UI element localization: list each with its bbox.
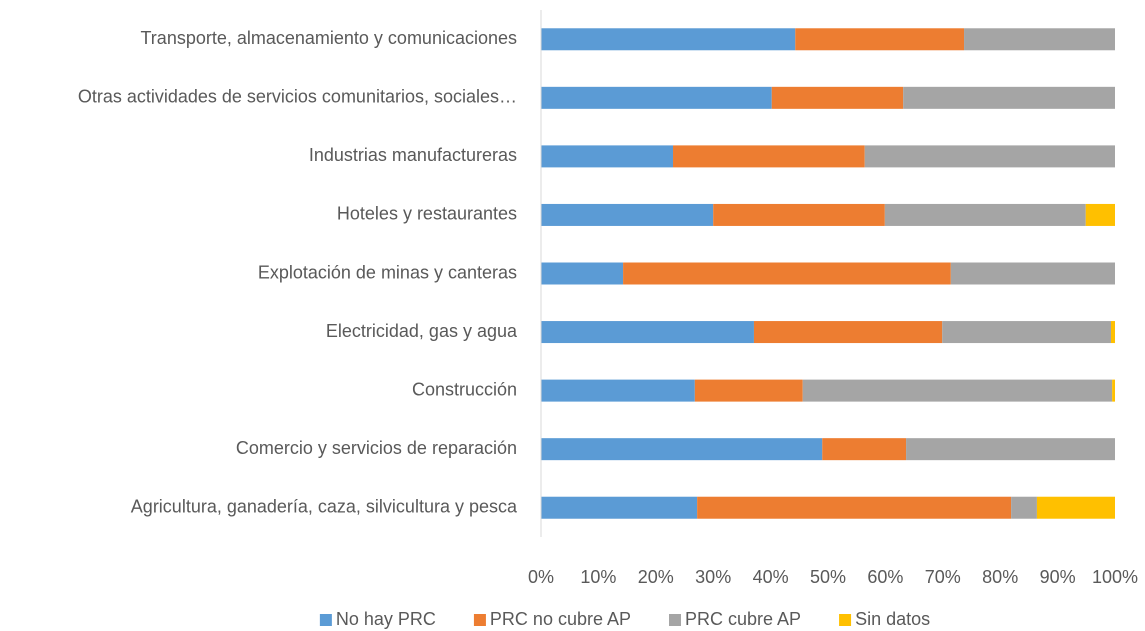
x-tick-label: 0% — [528, 567, 554, 587]
legend-swatch — [839, 614, 852, 626]
bar-segment — [541, 438, 823, 461]
bar-segment — [1110, 321, 1115, 344]
category-label: Transporte, almacenamiento y comunicacio… — [140, 28, 517, 48]
bar-segment — [942, 321, 1111, 344]
bar-segment — [864, 145, 1115, 168]
bar-segment — [906, 438, 1115, 461]
x-tick-label: 80% — [982, 567, 1018, 587]
x-tick-label: 90% — [1040, 567, 1076, 587]
x-tick-label: 30% — [695, 567, 731, 587]
bar-segment — [753, 321, 943, 344]
legend-label: PRC no cubre AP — [490, 609, 631, 629]
bar-segment — [1011, 496, 1037, 519]
x-tick-label: 40% — [753, 567, 789, 587]
x-tick-label: 50% — [810, 567, 846, 587]
legend-swatch — [669, 614, 681, 626]
bar-segment — [771, 86, 904, 109]
bar-segment — [541, 496, 698, 519]
bar-segment — [541, 379, 695, 402]
category-label: Agricultura, ganadería, caza, silvicultu… — [131, 496, 518, 516]
bar-segment — [623, 262, 951, 285]
bar-segment — [541, 28, 796, 51]
legend-swatch — [319, 614, 332, 626]
bar-segment — [697, 496, 1012, 519]
bar-segment — [1085, 203, 1115, 226]
bar-segment — [541, 262, 624, 285]
legend-swatch — [473, 614, 486, 626]
legend-label: Sin datos — [855, 609, 930, 629]
bar-segment — [802, 379, 1113, 402]
bar-segment — [822, 438, 907, 461]
bar-segment — [1112, 379, 1115, 402]
bar-segment — [541, 145, 674, 168]
legend-label: No hay PRC — [336, 609, 436, 629]
category-label: Explotación de minas y canteras — [258, 262, 517, 282]
x-tick-label: 20% — [638, 567, 674, 587]
bar-segment — [950, 262, 1115, 285]
category-label: Comercio y servicios de reparación — [236, 438, 517, 458]
bar-segment — [694, 379, 803, 402]
bar-segment — [673, 145, 865, 168]
bar-segment — [541, 86, 772, 109]
bar-segment — [903, 86, 1115, 109]
category-label: Industrias manufactureras — [309, 145, 517, 165]
x-tick-label: 100% — [1092, 567, 1138, 587]
category-label: Otras actividades de servicios comunitar… — [78, 87, 517, 107]
category-label: Construcción — [412, 379, 517, 399]
x-tick-label: 10% — [580, 567, 616, 587]
category-label: Hoteles y restaurantes — [337, 204, 517, 224]
bar-segment — [1036, 496, 1115, 519]
bar-segment — [713, 203, 885, 226]
bar-segment — [795, 28, 965, 51]
bar-segment — [964, 28, 1115, 51]
bar-segment — [884, 203, 1086, 226]
legend-label: PRC cubre AP — [685, 609, 801, 629]
bar-segment — [541, 203, 714, 226]
bar-segment — [541, 321, 754, 344]
category-label: Electricidad, gas y agua — [326, 321, 518, 341]
x-tick-label: 60% — [867, 567, 903, 587]
x-tick-label: 70% — [925, 567, 961, 587]
